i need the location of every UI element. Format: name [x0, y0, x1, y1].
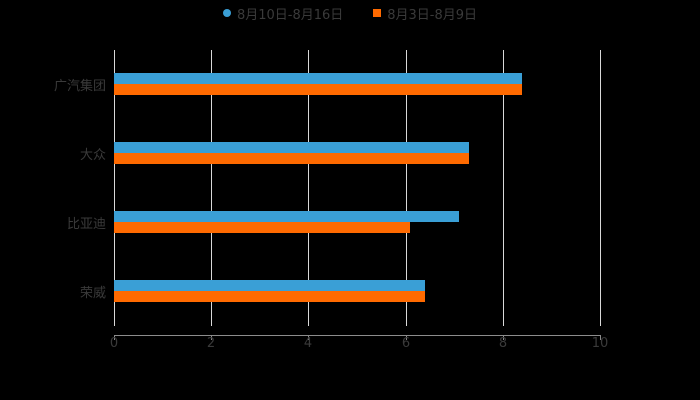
axis-tick	[308, 335, 309, 340]
bar-series-2[interactable]	[114, 291, 426, 302]
axis-tick	[211, 335, 212, 340]
x-tick-label: 10	[591, 336, 609, 351]
x-axis-line	[114, 335, 601, 336]
x-tick-label: 8	[498, 336, 508, 351]
gridline	[600, 50, 601, 326]
axis-tick	[600, 335, 601, 340]
y-category-label: 荣威	[79, 286, 106, 301]
gridline	[308, 50, 309, 326]
bar-series-2[interactable]	[114, 153, 469, 164]
y-category-label: 比亚迪	[66, 217, 106, 232]
bar-series-1[interactable]	[114, 73, 523, 84]
legend-item-series-2[interactable]: 8月3日-8月9日	[373, 4, 477, 23]
gridline	[406, 50, 407, 326]
bar-series-2[interactable]	[114, 84, 523, 95]
x-tick-label: 6	[401, 336, 411, 351]
bar-series-1[interactable]	[114, 211, 460, 222]
legend-label: 8月3日-8月9日	[387, 7, 478, 23]
x-tick-label: 2	[206, 336, 216, 351]
gridline	[114, 50, 115, 326]
y-category-label: 广汽集团	[53, 79, 106, 94]
legend-label: 8月10日-8月16日	[236, 7, 344, 23]
x-tick-label: 4	[303, 336, 313, 351]
gridline	[503, 50, 504, 326]
legend-square-icon	[373, 9, 382, 17]
y-category-label: 大众	[79, 148, 106, 163]
axis-tick	[114, 335, 115, 340]
legend-item-series-1[interactable]: 8月10日-8月16日	[222, 4, 344, 23]
bar-series-1[interactable]	[114, 280, 426, 291]
axis-tick	[503, 335, 504, 340]
legend-circle-icon	[222, 9, 231, 17]
chart-legend: 8月10日-8月16日 8月3日-8月9日	[0, 4, 700, 23]
gridline	[211, 50, 212, 326]
bar-series-1[interactable]	[114, 142, 469, 153]
axis-tick	[406, 335, 407, 340]
x-tick-label: 0	[109, 336, 119, 351]
bar-series-2[interactable]	[114, 222, 411, 233]
